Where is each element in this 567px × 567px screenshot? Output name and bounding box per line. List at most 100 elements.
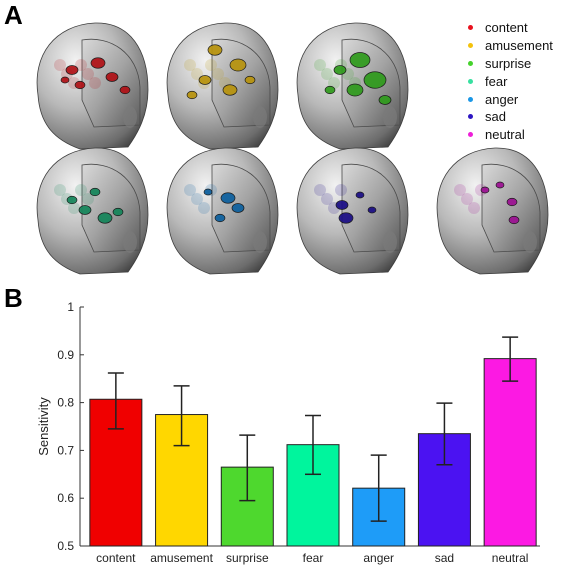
faint-cluster [54,184,66,196]
brain-cutaway [211,38,271,128]
legend-label: anger [485,91,519,107]
legend-marker [468,96,473,102]
legend-label: fear [485,73,508,89]
x-tick-label: amusement [150,551,213,565]
panel-a-label: A [4,0,23,30]
legend-item: sad [468,108,553,126]
faint-cluster [89,77,101,89]
x-tick-label: content [96,551,136,565]
x-tick-label: neutral [492,551,529,565]
activation-cluster [89,187,101,197]
activation-cluster [495,181,505,189]
activation-cluster [355,191,365,199]
brain-render-anger [166,147,279,275]
sensitivity-bar-chart: 0.5 0.6 0.7 0.8 0.9 1 Sensitivity content amusem… [36,300,540,565]
activation-cluster [78,205,92,215]
brain-renders [36,22,549,275]
ear [123,231,137,253]
legend-item: surprise [468,55,553,73]
legend-item: anger [468,90,553,108]
y-tick-label: 0.5 [57,539,74,553]
faint-cluster [454,184,466,196]
legend-item: fear [468,72,553,90]
faint-cluster [212,68,224,80]
legend-marker [468,78,473,84]
activation-cluster [66,195,78,205]
activation-cluster [97,212,113,224]
faint-cluster [461,193,473,205]
y-tick-label: 0.9 [57,348,74,362]
ear [523,231,537,253]
activation-cluster [220,192,236,204]
activation-cluster [65,65,79,75]
faint-cluster [82,68,94,80]
brain-cutaway [81,163,141,253]
activation-cluster [231,203,245,213]
faint-cluster [82,193,94,205]
faint-cluster [205,59,217,71]
faint-cluster [184,184,196,196]
faint-cluster [335,184,347,196]
faint-cluster [321,68,333,80]
activation-cluster [363,71,387,89]
faint-cluster [314,59,326,71]
faint-cluster [468,202,480,214]
faint-cluster [321,193,333,205]
y-tick-label: 1 [67,300,74,314]
legend-label: sad [485,109,506,125]
legend-item: neutral [468,126,553,144]
legend-label: amusement [485,38,553,54]
faint-cluster [75,184,87,196]
legend-marker [468,132,473,138]
activation-cluster [112,207,124,217]
activation-cluster [207,44,223,56]
legend-label: surprise [485,55,532,71]
x-tick-label: fear [303,551,324,565]
activation-cluster [333,65,347,75]
faint-cluster [198,202,210,214]
activation-cluster [506,197,518,207]
y-tick-label: 0.7 [57,443,74,457]
brain-render-fear [36,147,149,275]
activation-cluster [378,95,392,105]
brain-render-content [36,22,149,150]
activation-cluster [203,188,213,196]
activation-cluster [508,215,520,225]
activation-cluster [367,206,377,214]
activation-cluster [90,57,106,69]
activation-cluster [338,212,354,224]
legend-label: content [485,20,528,36]
brain-render-sad [296,147,409,275]
panel-b-label: B [4,283,23,313]
activation-cluster [480,186,490,194]
brain-render-amusement [166,22,279,150]
ear [383,106,397,128]
activation-cluster [335,200,349,210]
ear [123,106,137,128]
faint-cluster [191,193,203,205]
faint-cluster [184,59,196,71]
y-axis-label: Sensitivity [36,397,51,456]
x-tick-label: surprise [226,551,269,565]
activation-cluster [198,75,212,85]
bar-neutral [483,358,537,547]
activation-cluster [346,83,364,97]
brain-render-surprise [296,22,409,150]
x-tick-label: anger [363,551,394,565]
emotion-legend: content amusement surprise fear anger sad neut… [468,19,553,144]
y-tick-label: 0.8 [57,396,74,410]
legend-item: content [468,19,553,37]
activation-cluster [74,80,86,90]
activation-cluster [186,90,198,100]
faint-cluster [68,202,80,214]
legend-marker [468,43,473,49]
legend-marker [468,25,473,31]
faint-cluster [75,59,87,71]
activation-cluster [229,58,247,72]
legend-item: amusement [468,37,553,55]
activation-cluster [105,72,119,82]
ear [253,106,267,128]
legend-label: neutral [485,127,525,143]
activation-cluster [349,52,371,68]
